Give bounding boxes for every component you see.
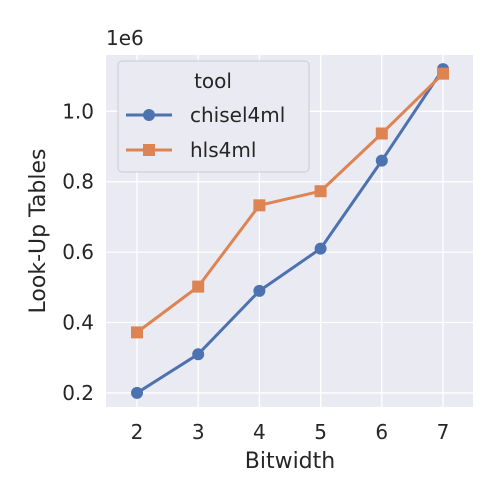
x-tick-label: 7 xyxy=(437,420,450,444)
x-tick-label: 4 xyxy=(253,420,266,444)
data-point-hls4ml xyxy=(131,326,143,339)
data-point-chisel4ml xyxy=(375,154,388,167)
data-point-hls4ml xyxy=(437,67,449,80)
tick-layer: 0.2 0.4 0.6 0.8 1.0 2 3 4 5 6 7 xyxy=(62,99,449,444)
data-point-chisel4ml xyxy=(192,348,205,361)
legend-title: tool xyxy=(194,69,232,93)
x-tick-label: 5 xyxy=(314,420,327,444)
series-line-hls4ml xyxy=(136,72,445,334)
series-line-chisel4ml xyxy=(136,68,445,395)
data-point-chisel4ml xyxy=(253,284,266,297)
y-scale-label: 1e6 xyxy=(106,26,144,50)
y-axis-label: Look-Up Tables xyxy=(26,149,51,314)
data-point-hls4ml xyxy=(253,199,266,212)
data-point-hls4ml xyxy=(192,280,205,293)
x-axis-label: Bitwidth xyxy=(245,449,335,474)
y-tick-label: 0.4 xyxy=(62,311,94,335)
y-tick-label: 0.8 xyxy=(62,170,94,194)
y-tick-label: 0.2 xyxy=(62,381,94,405)
y-tick-label: 0.6 xyxy=(62,240,94,264)
x-tick-label: 3 xyxy=(192,420,205,444)
legend-marker-chisel4ml xyxy=(143,109,155,121)
legend-marker-hls4ml xyxy=(143,144,155,156)
data-point-chisel4ml xyxy=(131,386,143,399)
legend: tool chisel4ml hls4ml xyxy=(117,60,310,173)
series-layer xyxy=(131,63,449,399)
x-tick-label: 6 xyxy=(375,420,388,444)
legend-label-hls4ml: hls4ml xyxy=(190,138,256,162)
x-tick-label: 2 xyxy=(131,420,144,444)
data-point-hls4ml xyxy=(375,127,388,140)
legend-label-chisel4ml: chisel4ml xyxy=(190,103,285,127)
y-tick-label: 1.0 xyxy=(62,99,94,123)
legend-box xyxy=(117,60,310,173)
data-point-hls4ml xyxy=(314,185,327,198)
data-point-chisel4ml xyxy=(314,242,327,255)
